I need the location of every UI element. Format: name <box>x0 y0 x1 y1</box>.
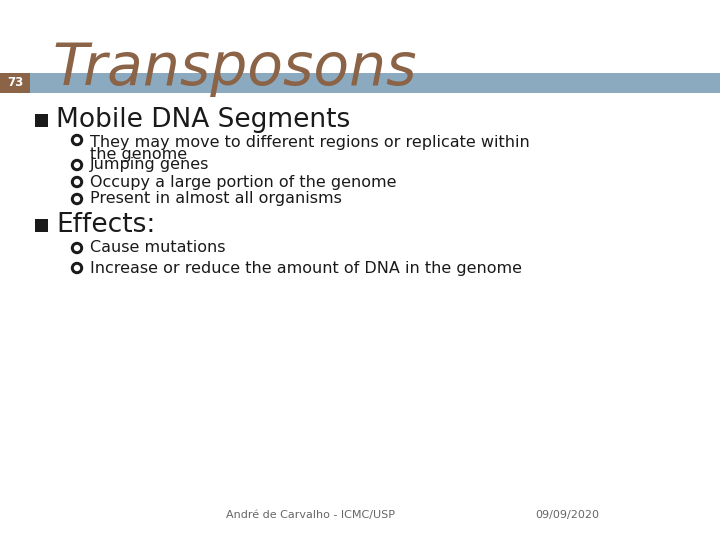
Text: Mobile DNA Segments: Mobile DNA Segments <box>56 107 350 133</box>
Circle shape <box>71 159 83 171</box>
Circle shape <box>75 163 79 167</box>
Circle shape <box>71 242 83 253</box>
Text: Increase or reduce the amount of DNA in the genome: Increase or reduce the amount of DNA in … <box>90 260 522 275</box>
Text: André de Carvalho - ICMC/USP: André de Carvalho - ICMC/USP <box>225 510 395 520</box>
Circle shape <box>75 138 79 143</box>
Circle shape <box>75 246 79 251</box>
Circle shape <box>75 197 79 201</box>
Circle shape <box>71 177 83 187</box>
Text: 73: 73 <box>7 77 23 90</box>
Bar <box>0 73 30 93</box>
Bar <box>0 73 720 93</box>
Circle shape <box>71 193 83 205</box>
Text: Effects:: Effects: <box>56 212 156 238</box>
Text: Transposons: Transposons <box>52 40 416 97</box>
Text: the genome: the genome <box>90 147 187 162</box>
Circle shape <box>71 134 83 145</box>
Text: Cause mutations: Cause mutations <box>90 240 225 255</box>
Text: Occupy a large portion of the genome: Occupy a large portion of the genome <box>90 174 397 190</box>
Text: 09/09/2020: 09/09/2020 <box>535 510 599 520</box>
Text: They may move to different regions or replicate within: They may move to different regions or re… <box>90 135 530 150</box>
Circle shape <box>75 266 79 271</box>
Circle shape <box>71 262 83 273</box>
Bar <box>35 219 48 232</box>
Bar <box>35 113 48 126</box>
Text: Jumping genes: Jumping genes <box>90 158 210 172</box>
Text: Present in almost all organisms: Present in almost all organisms <box>90 192 342 206</box>
Circle shape <box>75 179 79 185</box>
